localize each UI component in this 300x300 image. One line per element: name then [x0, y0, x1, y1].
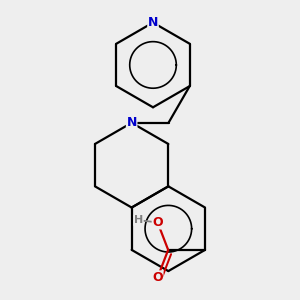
Text: O: O — [152, 216, 163, 229]
Text: N: N — [148, 16, 158, 29]
Text: N: N — [127, 116, 137, 129]
Text: O: O — [152, 271, 163, 284]
Text: H: H — [134, 215, 143, 225]
